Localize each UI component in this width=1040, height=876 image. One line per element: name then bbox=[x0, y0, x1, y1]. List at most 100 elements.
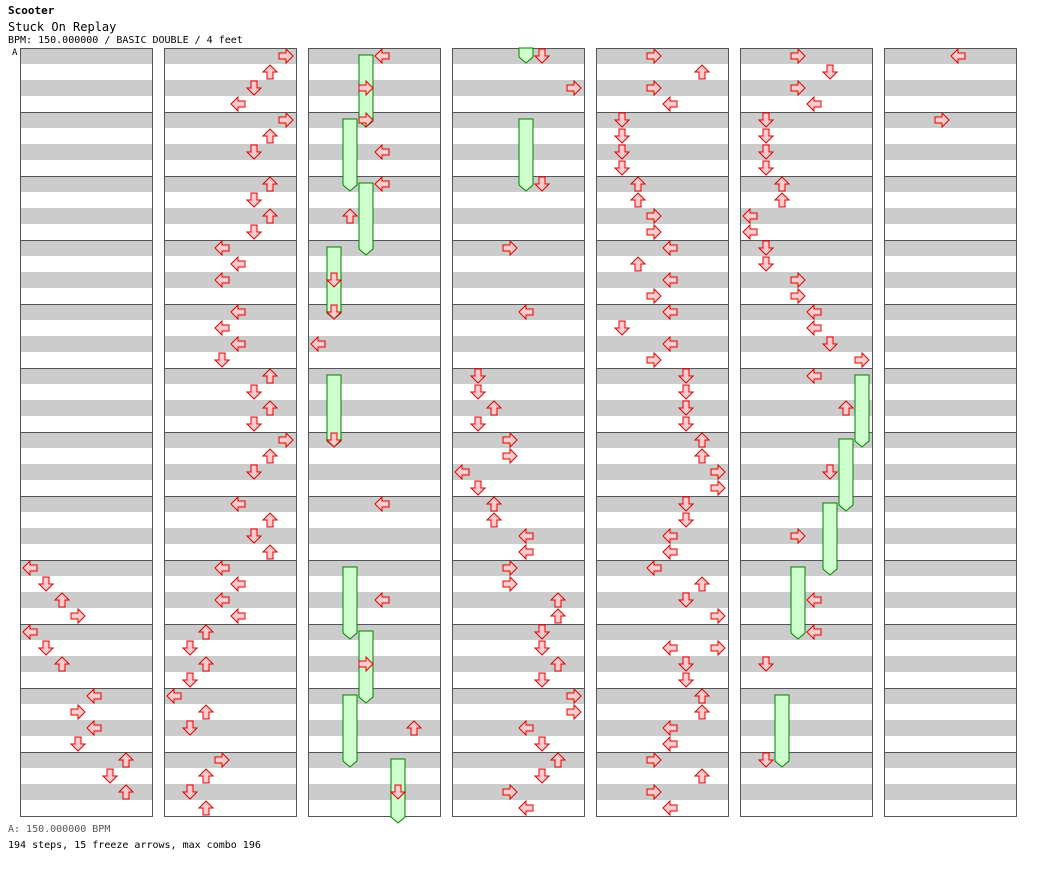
stripe bbox=[596, 352, 728, 368]
stripe bbox=[452, 528, 584, 544]
stripe bbox=[308, 688, 440, 704]
stripe bbox=[164, 432, 296, 448]
stripe bbox=[740, 240, 872, 256]
stripe bbox=[596, 416, 728, 432]
stripe bbox=[308, 128, 440, 144]
stripe bbox=[740, 624, 872, 640]
stripe bbox=[308, 656, 440, 672]
stripe bbox=[740, 544, 872, 560]
stripe bbox=[20, 112, 152, 128]
freeze-arrow bbox=[518, 47, 534, 64]
stripe bbox=[596, 368, 728, 384]
stripe bbox=[884, 80, 1016, 96]
stripe bbox=[596, 608, 728, 624]
stripe bbox=[20, 528, 152, 544]
stripe bbox=[164, 560, 296, 576]
stripe bbox=[884, 368, 1016, 384]
stripe bbox=[20, 176, 152, 192]
stripe bbox=[596, 768, 728, 784]
stripe bbox=[884, 272, 1016, 288]
stripe bbox=[20, 640, 152, 656]
stripe bbox=[308, 160, 440, 176]
stripe bbox=[20, 48, 152, 64]
stripe bbox=[884, 416, 1016, 432]
measure-frame bbox=[452, 752, 585, 817]
measure-frame bbox=[596, 752, 729, 817]
stripe bbox=[452, 208, 584, 224]
stripe bbox=[308, 448, 440, 464]
stripe bbox=[164, 480, 296, 496]
stripe bbox=[308, 592, 440, 608]
stripe bbox=[164, 464, 296, 480]
stripe bbox=[164, 288, 296, 304]
stripe bbox=[20, 64, 152, 80]
stripe bbox=[308, 96, 440, 112]
stripe bbox=[740, 656, 872, 672]
stripe bbox=[20, 512, 152, 528]
stripe bbox=[452, 512, 584, 528]
stripe bbox=[308, 464, 440, 480]
stripe bbox=[308, 784, 440, 800]
stripe bbox=[596, 640, 728, 656]
stripe bbox=[740, 80, 872, 96]
stripe bbox=[740, 304, 872, 320]
stripe bbox=[884, 160, 1016, 176]
song-title: Stuck On Replay bbox=[8, 20, 117, 34]
stripe bbox=[596, 336, 728, 352]
stripe bbox=[164, 64, 296, 80]
stripe bbox=[20, 784, 152, 800]
stripe bbox=[452, 640, 584, 656]
stripe bbox=[596, 192, 728, 208]
measure-frame bbox=[164, 752, 297, 817]
stripe bbox=[596, 752, 728, 768]
stripe bbox=[164, 112, 296, 128]
stripe bbox=[452, 592, 584, 608]
footer-bpm: A: 150.000000 BPM bbox=[8, 824, 111, 835]
stripe bbox=[308, 528, 440, 544]
stripe bbox=[884, 384, 1016, 400]
stripe bbox=[596, 592, 728, 608]
stripe bbox=[20, 736, 152, 752]
stripe bbox=[452, 704, 584, 720]
stripe bbox=[452, 784, 584, 800]
stripe bbox=[740, 800, 872, 816]
bpm-marker-label: A bbox=[12, 48, 18, 58]
stripe bbox=[164, 144, 296, 160]
stripe bbox=[20, 256, 152, 272]
stripe bbox=[20, 352, 152, 368]
stripe bbox=[740, 384, 872, 400]
stripe bbox=[164, 736, 296, 752]
stripe bbox=[164, 176, 296, 192]
stripe bbox=[884, 48, 1016, 64]
freeze-arrow bbox=[342, 566, 358, 640]
stripe bbox=[452, 736, 584, 752]
stripe bbox=[164, 752, 296, 768]
freeze-arrow bbox=[822, 502, 838, 576]
stripe bbox=[596, 480, 728, 496]
stripe bbox=[596, 464, 728, 480]
stripe bbox=[452, 544, 584, 560]
stripe bbox=[596, 512, 728, 528]
stripe bbox=[308, 320, 440, 336]
stripe bbox=[308, 608, 440, 624]
footer-stats: 194 steps, 15 freeze arrows, max combo 1… bbox=[8, 840, 261, 851]
stripe bbox=[164, 400, 296, 416]
stripe bbox=[596, 736, 728, 752]
stripe bbox=[596, 224, 728, 240]
stripe bbox=[20, 768, 152, 784]
freeze-arrow bbox=[854, 374, 870, 448]
stripe bbox=[884, 432, 1016, 448]
stripe bbox=[164, 672, 296, 688]
stripe bbox=[452, 656, 584, 672]
stripe bbox=[884, 752, 1016, 768]
stripe bbox=[20, 288, 152, 304]
stripe bbox=[740, 592, 872, 608]
stripe bbox=[596, 48, 728, 64]
stripe bbox=[740, 208, 872, 224]
stripe bbox=[20, 432, 152, 448]
stripe bbox=[740, 256, 872, 272]
stripe bbox=[740, 160, 872, 176]
stripe bbox=[452, 160, 584, 176]
stripe bbox=[164, 48, 296, 64]
stripe bbox=[452, 96, 584, 112]
